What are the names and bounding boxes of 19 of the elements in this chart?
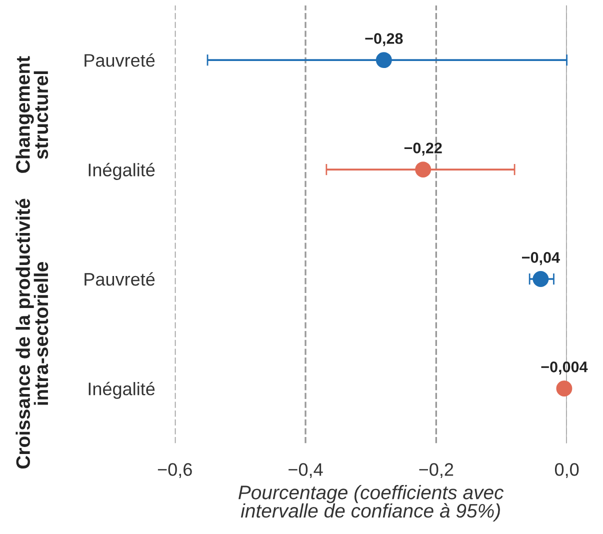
data-label: −0,22 — [404, 142, 442, 156]
point — [415, 162, 432, 178]
text: Changement structurel — [16, 56, 48, 173]
y-tick-label: Inégalité — [88, 382, 155, 399]
point — [556, 380, 572, 396]
x-tick-label: −0,4 — [288, 463, 323, 478]
data-label: −0,28 — [365, 33, 403, 46]
data-label: −0,004 — [541, 362, 588, 375]
y-tick-label: Pauvreté — [84, 272, 155, 286]
text: Croissance de la productivité intra-sectorielle — [16, 198, 48, 469]
point — [376, 52, 392, 68]
y-tick-label: Inégalité — [88, 162, 155, 180]
data-label: −0,04 — [522, 252, 560, 266]
x-tick-label: 0,0 — [554, 463, 579, 478]
x-tick-label: −0,2 — [419, 463, 454, 478]
x-axis-title: Pourcentage (coefficients avec intervalle de confiance à 95%) — [238, 485, 504, 522]
y-tick-label: Pauvreté — [84, 53, 155, 67]
point — [532, 271, 549, 287]
x-tick-label: −0,6 — [158, 463, 192, 478]
